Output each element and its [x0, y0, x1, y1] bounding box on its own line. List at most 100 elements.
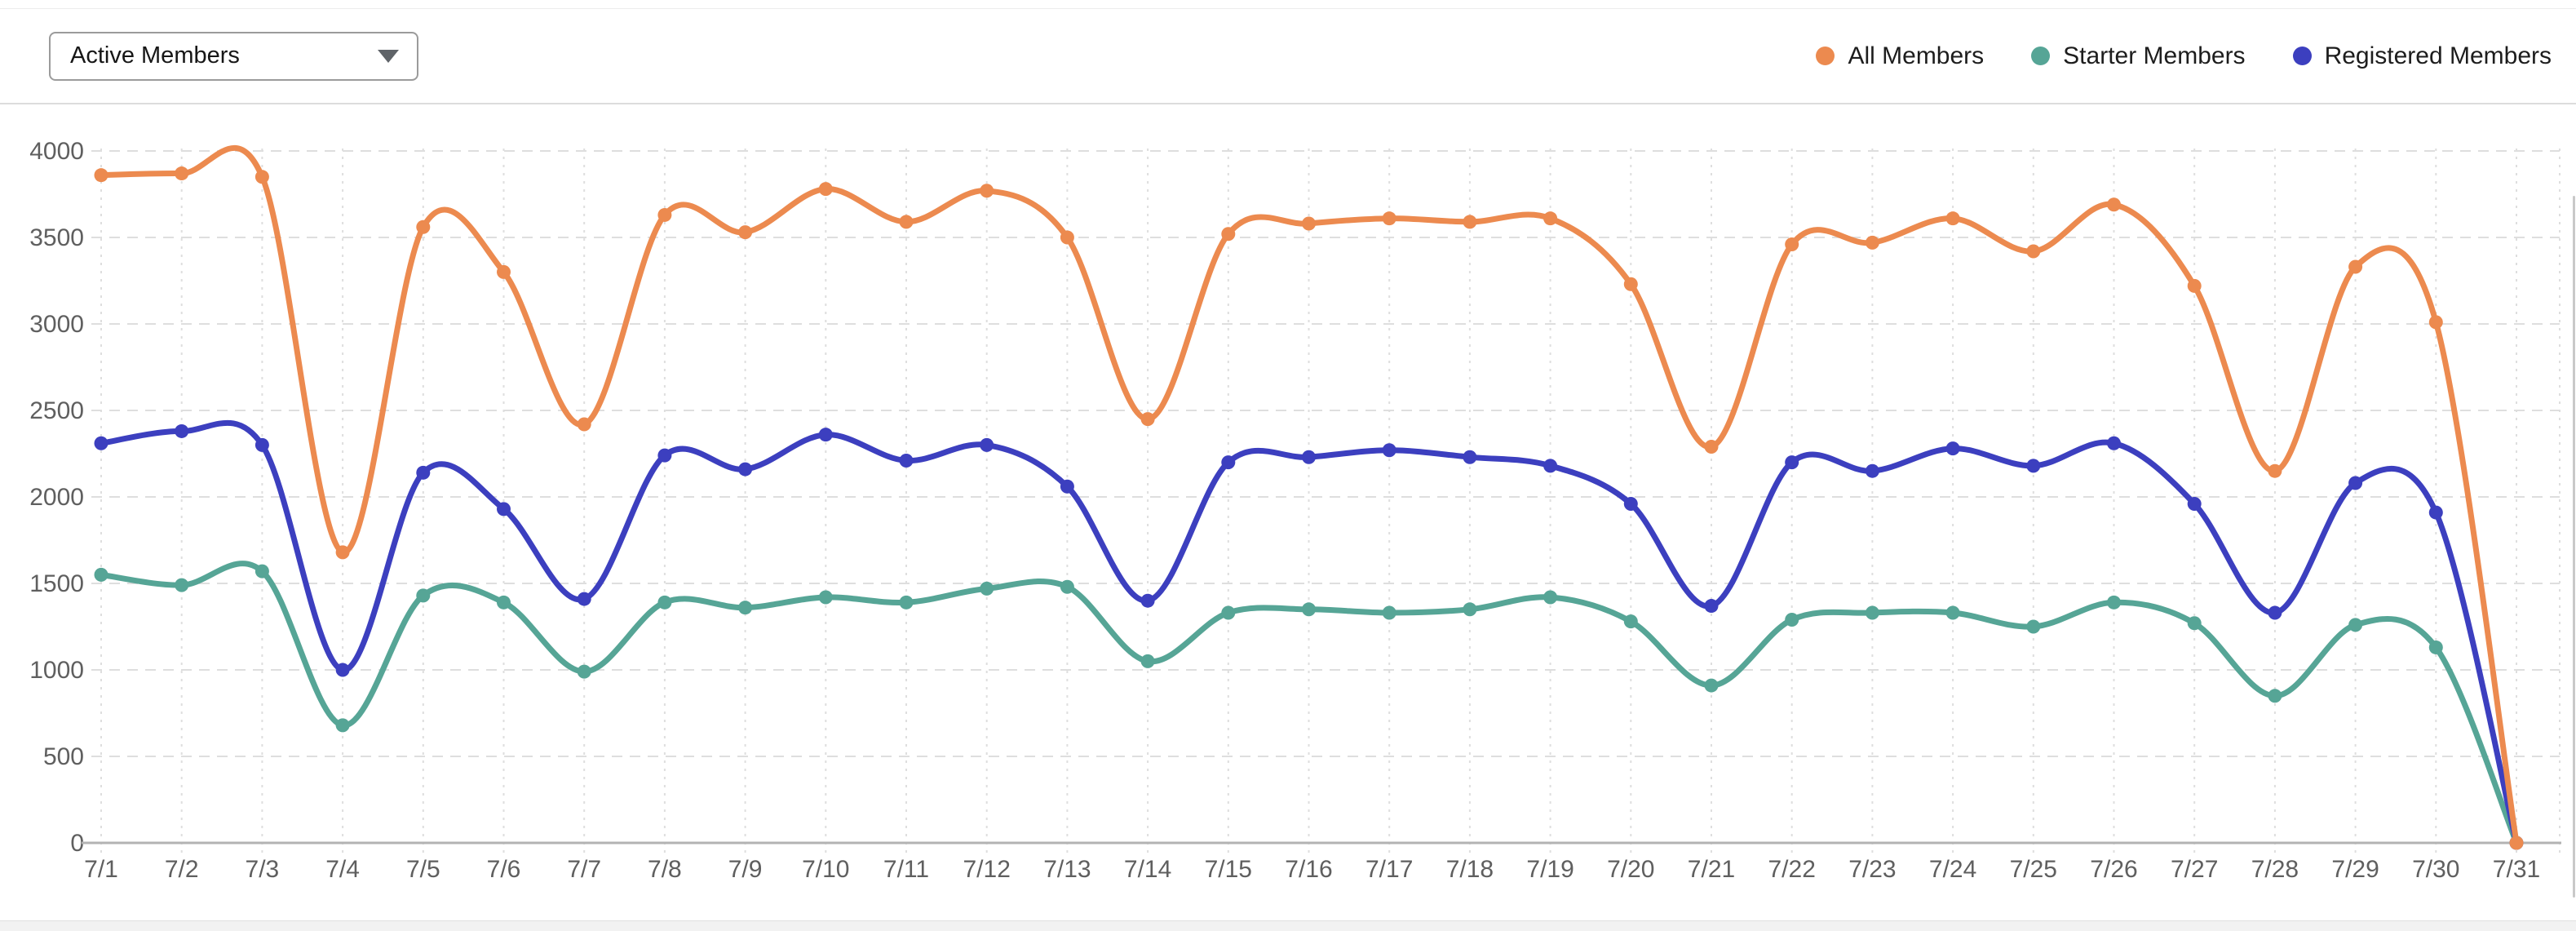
- x-tick-label: 7/29: [2331, 856, 2379, 883]
- x-tick-label: 7/26: [2090, 856, 2137, 883]
- metric-dropdown-value: Active Members: [70, 42, 240, 69]
- series-starter-members: [94, 561, 2524, 850]
- data-point-marker: [1382, 605, 1396, 620]
- data-point-marker: [1060, 479, 1074, 494]
- data-point-marker: [1865, 463, 1879, 478]
- data-point-marker: [1221, 227, 1236, 242]
- data-point-marker: [175, 423, 189, 438]
- x-tick-label: 7/24: [1929, 856, 1976, 883]
- data-point-marker: [255, 170, 269, 184]
- data-point-marker: [738, 601, 753, 615]
- data-point-marker: [1382, 443, 1396, 458]
- data-point-marker: [1140, 654, 1155, 668]
- data-point-marker: [738, 462, 753, 477]
- data-point-marker: [818, 428, 833, 442]
- data-point-marker: [1140, 593, 1155, 608]
- data-point-marker: [1704, 440, 1719, 454]
- data-point-marker: [1704, 678, 1719, 693]
- legend-item-all-members[interactable]: All Members: [1816, 42, 1984, 70]
- data-point-marker: [497, 595, 511, 610]
- data-point-marker: [899, 453, 914, 468]
- data-point-marker: [175, 578, 189, 592]
- data-point-marker: [94, 567, 108, 582]
- data-point-marker: [2268, 463, 2282, 478]
- data-point-marker: [1945, 211, 1960, 226]
- data-point-marker: [980, 184, 994, 198]
- data-point-marker: [1785, 613, 1799, 627]
- x-tick-label: 7/30: [2412, 856, 2459, 883]
- data-point-marker: [2107, 436, 2121, 450]
- data-point-marker: [1623, 277, 1638, 291]
- data-point-marker: [980, 581, 994, 596]
- data-point-marker: [1060, 230, 1074, 245]
- data-point-marker: [657, 448, 672, 463]
- legend-label: Registered Members: [2324, 42, 2552, 69]
- x-tick-label: 7/19: [1526, 856, 1573, 883]
- chart-header: Active Members All Members Starter Member…: [0, 9, 2576, 104]
- y-tick-label: 4000: [29, 138, 84, 165]
- data-point-marker: [1221, 605, 1236, 620]
- y-tick-label: 3500: [29, 224, 84, 251]
- data-point-marker: [1785, 455, 1799, 470]
- series-line: [98, 561, 2520, 846]
- data-point-marker: [2026, 619, 2041, 634]
- data-point-marker: [2428, 505, 2443, 520]
- x-tick-label: 7/7: [567, 856, 601, 883]
- y-tick-label: 500: [43, 743, 84, 770]
- data-point-marker: [2428, 640, 2443, 654]
- y-tick-label: 3000: [29, 311, 84, 338]
- x-tick-label: 7/4: [325, 856, 360, 883]
- x-tick-label: 7/13: [1043, 856, 1091, 883]
- x-tick-label: 7/14: [1124, 856, 1171, 883]
- y-tick-label: 2500: [29, 397, 84, 424]
- data-point-marker: [416, 465, 431, 480]
- x-tick-label: 7/1: [84, 856, 118, 883]
- x-tick-label: 7/12: [963, 856, 1011, 883]
- legend-label: Starter Members: [2063, 42, 2246, 69]
- legend: All Members Starter Members Registered Mem…: [1816, 42, 2552, 70]
- data-point-marker: [2268, 689, 2282, 703]
- legend-item-registered-members[interactable]: Registered Members: [2292, 42, 2552, 70]
- data-point-marker: [818, 182, 833, 197]
- x-tick-label: 7/25: [2010, 856, 2057, 883]
- metric-dropdown[interactable]: Active Members: [49, 31, 418, 81]
- data-point-marker: [577, 592, 591, 606]
- data-point-marker: [657, 207, 672, 222]
- data-point-marker: [577, 664, 591, 679]
- data-point-marker: [94, 436, 108, 450]
- legend-dot-icon: [1816, 47, 1835, 65]
- data-point-marker: [1382, 211, 1396, 226]
- legend-item-starter-members[interactable]: Starter Members: [2031, 42, 2246, 70]
- scrollbar[interactable]: [2573, 196, 2575, 898]
- data-point-marker: [2187, 278, 2202, 293]
- data-point-marker: [899, 595, 914, 610]
- data-point-marker: [497, 264, 511, 279]
- x-tick-label: 7/17: [1365, 856, 1413, 883]
- data-point-marker: [2187, 616, 2202, 631]
- data-point-marker: [335, 718, 350, 733]
- data-point-marker: [1302, 216, 1316, 231]
- data-point-marker: [1623, 496, 1638, 511]
- data-point-marker: [657, 595, 672, 610]
- chevron-down-icon: [378, 49, 399, 63]
- data-point-marker: [1704, 599, 1719, 614]
- y-tick-label: 1000: [29, 657, 84, 684]
- data-point-marker: [2107, 197, 2121, 212]
- series-line: [98, 144, 2520, 846]
- data-point-marker: [980, 437, 994, 452]
- data-point-marker: [335, 545, 350, 560]
- data-point-marker: [1302, 602, 1316, 617]
- data-point-marker: [1463, 450, 1477, 464]
- data-point-marker: [2428, 315, 2443, 330]
- data-point-marker: [1543, 459, 1558, 473]
- data-point-marker: [2026, 244, 2041, 259]
- data-point-marker: [2348, 476, 2363, 490]
- data-point-marker: [1945, 441, 1960, 456]
- legend-dot-icon: [2031, 47, 2051, 65]
- gridlines: [91, 149, 2561, 853]
- data-point-marker: [175, 166, 189, 181]
- data-point-marker: [255, 437, 269, 452]
- x-tick-label: 7/2: [165, 856, 199, 883]
- y-tick-label: 0: [70, 830, 84, 857]
